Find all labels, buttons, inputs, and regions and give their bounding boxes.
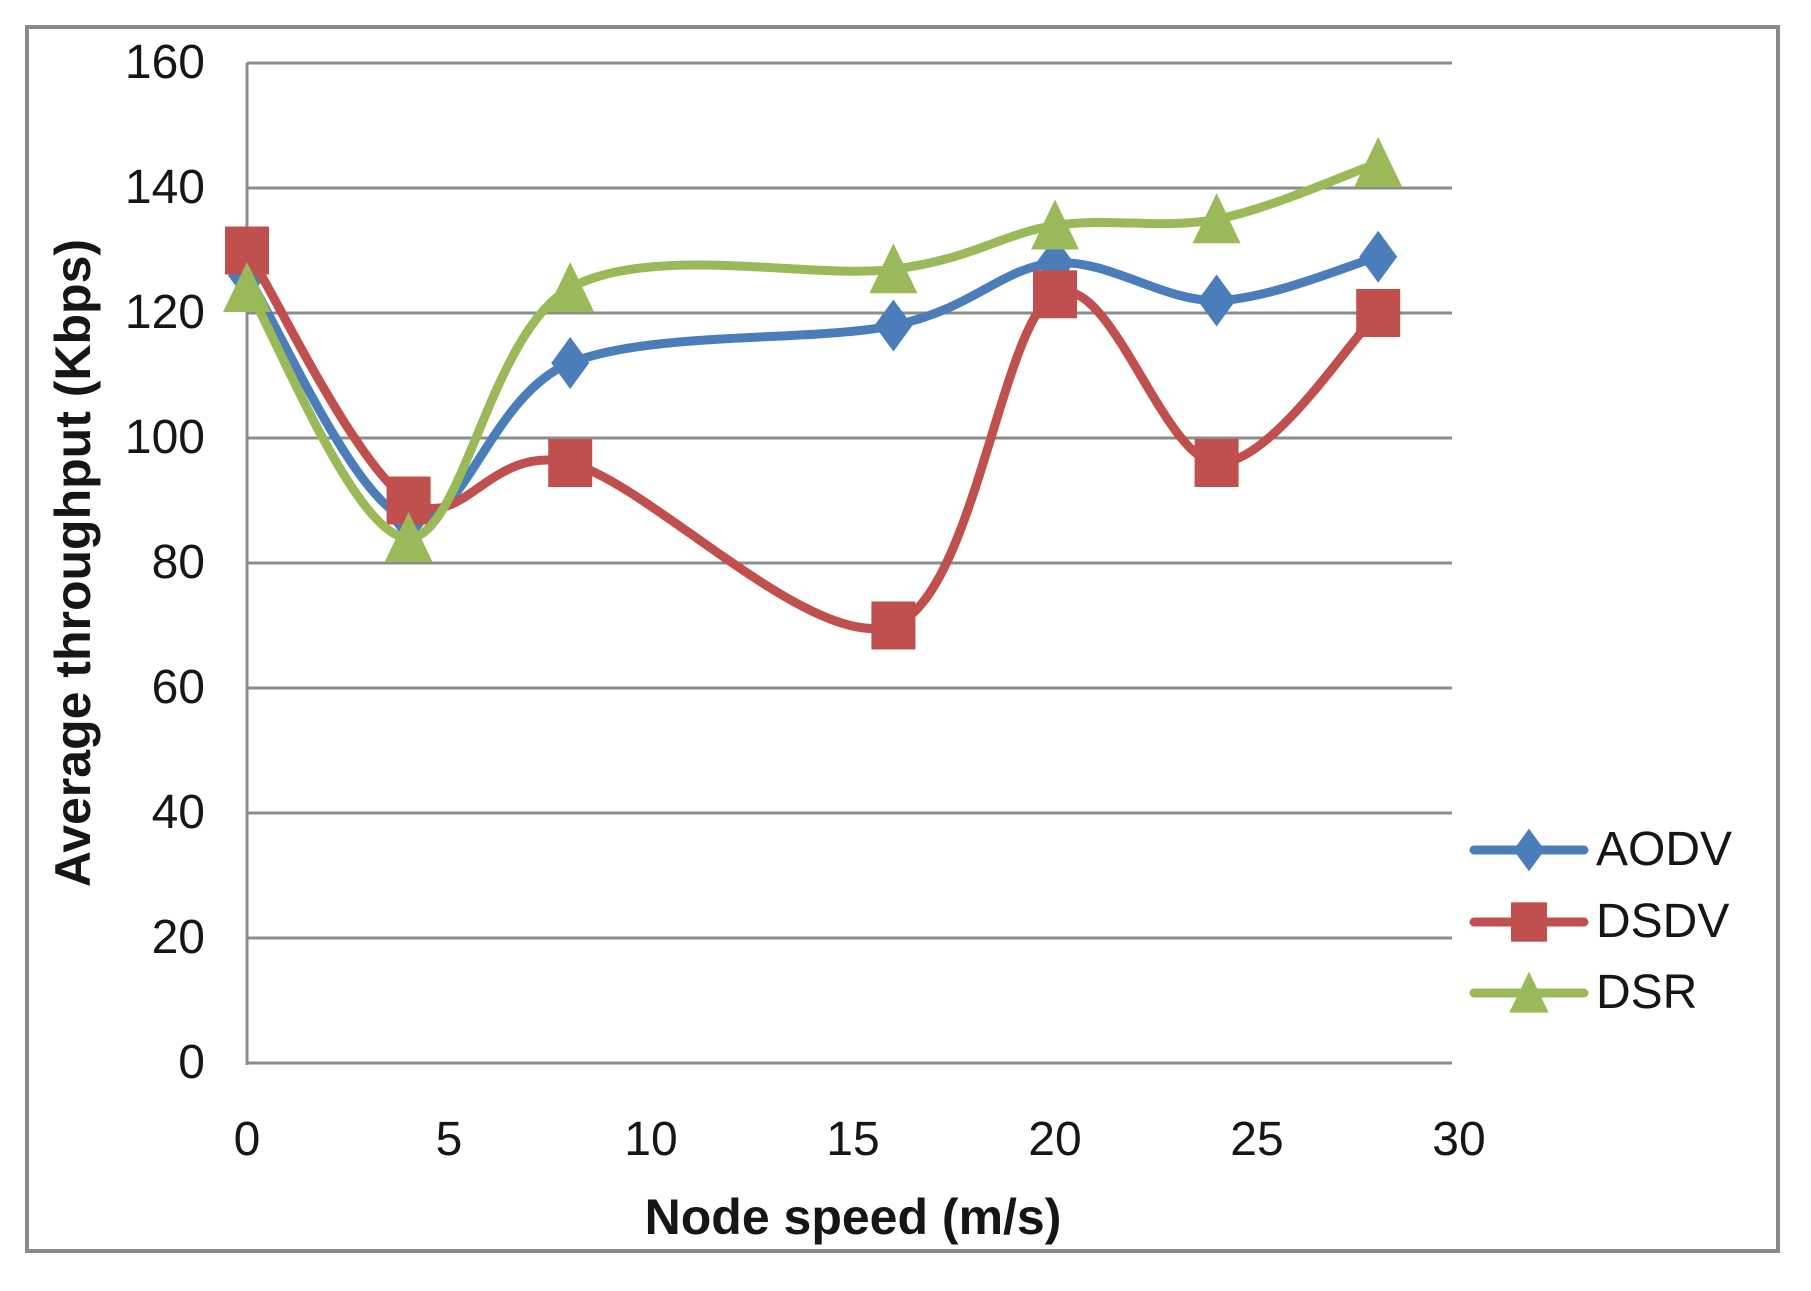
legend-label-aodv: AODV — [1596, 823, 1733, 876]
legend-marker-dsr — [1509, 971, 1549, 1013]
marker-aodv-x24 — [1197, 274, 1236, 327]
x-tick-label: 30 — [1432, 1113, 1486, 1166]
dsr-line-marker-icon — [1469, 971, 1589, 1013]
marker-dsr-x8 — [546, 262, 595, 312]
x-tick-label: 10 — [624, 1113, 678, 1166]
marker-aodv-x8 — [551, 337, 590, 389]
marker-dsdv-x28 — [1356, 289, 1401, 337]
legend-label-dsdv: DSDV — [1596, 895, 1730, 948]
marker-dsdv-x8 — [548, 439, 593, 487]
x-axis-title: Node speed (m/s) — [644, 1189, 1062, 1245]
y-tick-label: 100 — [124, 411, 205, 464]
dsdv-line-marker-icon — [1469, 902, 1589, 942]
x-tick-label: 20 — [1028, 1113, 1082, 1166]
aodv-line-marker-icon — [1469, 828, 1589, 872]
y-tick-label: 60 — [151, 661, 205, 714]
y-tick-label: 0 — [178, 1036, 205, 1089]
legend-marker-dsdv — [1510, 902, 1548, 942]
y-tick-label: 120 — [124, 286, 205, 339]
marker-dsr-x4 — [384, 512, 433, 562]
marker-dsdv-x24 — [1194, 439, 1239, 487]
legend-item-dsr: DSR — [1468, 963, 1697, 1023]
x-tick-label: 0 — [233, 1113, 261, 1166]
y-tick-label: 140 — [124, 161, 205, 214]
marker-aodv-x28 — [1359, 230, 1398, 283]
marker-dsdv-x20 — [1033, 270, 1077, 319]
marker-dsr-x0 — [223, 262, 271, 312]
legend-item-aodv: AODV — [1468, 820, 1732, 880]
legend-item-dsdv: DSDV — [1468, 892, 1729, 952]
y-axis-title-text: Average throughput (Kbps) — [45, 238, 101, 888]
y-tick-label: 160 — [124, 36, 205, 89]
legend-label-dsr: DSR — [1596, 966, 1698, 1019]
marker-aodv-x16 — [874, 299, 913, 352]
marker-dsr-x28 — [1354, 137, 1403, 187]
series-line-dsr — [242, 158, 1383, 543]
y-tick-label: 80 — [151, 536, 205, 589]
marker-dsr-x20 — [1031, 199, 1079, 250]
legend-marker-aodv — [1513, 828, 1545, 872]
x-tick-label: 25 — [1230, 1113, 1284, 1166]
marker-dsdv-x16 — [871, 601, 916, 650]
y-tick-label: 40 — [151, 786, 205, 839]
x-tick-label: 15 — [826, 1113, 880, 1166]
y-tick-label: 20 — [151, 911, 205, 964]
marker-dsr-x24 — [1192, 193, 1241, 244]
x-tick-label: 5 — [435, 1113, 463, 1166]
marker-dsr-x16 — [869, 243, 918, 294]
